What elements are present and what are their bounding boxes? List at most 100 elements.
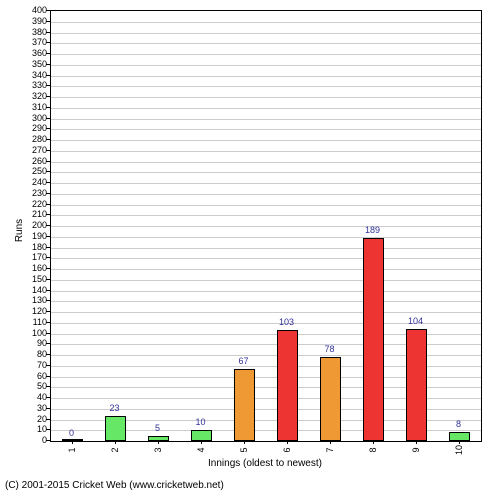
bar xyxy=(234,369,256,441)
gridline xyxy=(51,172,481,173)
y-tick-label: 180 xyxy=(32,242,47,252)
bar xyxy=(191,430,213,441)
y-tick-label: 330 xyxy=(32,80,47,90)
gridline xyxy=(51,119,481,120)
bar xyxy=(277,330,299,441)
bar-value-label: 8 xyxy=(456,419,461,429)
y-tick-label: 280 xyxy=(32,134,47,144)
x-tick-label: 5 xyxy=(239,447,249,452)
bar xyxy=(320,357,342,441)
y-tick-label: 10 xyxy=(37,424,47,434)
y-tick-label: 90 xyxy=(37,338,47,348)
gridline xyxy=(51,76,481,77)
gridline xyxy=(51,280,481,281)
x-tick-label: 4 xyxy=(196,447,206,452)
y-tick-label: 320 xyxy=(32,91,47,101)
y-tick-label: 260 xyxy=(32,156,47,166)
gridline xyxy=(51,258,481,259)
y-tick-label: 370 xyxy=(32,37,47,47)
y-tick-label: 300 xyxy=(32,113,47,123)
bar-value-label: 67 xyxy=(238,356,248,366)
gridline xyxy=(51,194,481,195)
chart-container: Runs Innings (oldest to newest) (C) 2001… xyxy=(0,0,500,500)
y-tick-label: 350 xyxy=(32,59,47,69)
gridline xyxy=(51,97,481,98)
gridline xyxy=(51,140,481,141)
y-tick-label: 50 xyxy=(37,381,47,391)
y-axis-label: Runs xyxy=(14,219,25,242)
y-tick-label: 60 xyxy=(37,371,47,381)
gridline xyxy=(51,269,481,270)
x-tick-label: 10 xyxy=(454,445,464,455)
y-tick-label: 310 xyxy=(32,102,47,112)
bar xyxy=(449,432,471,441)
y-tick-label: 100 xyxy=(32,328,47,338)
x-tick-label: 3 xyxy=(153,447,163,452)
y-tick-label: 40 xyxy=(37,392,47,402)
gridline xyxy=(51,108,481,109)
gridline xyxy=(51,312,481,313)
y-tick-label: 110 xyxy=(33,317,47,327)
bar-value-label: 5 xyxy=(155,423,160,433)
x-tick-label: 7 xyxy=(325,447,335,452)
y-tick-label: 360 xyxy=(32,48,47,58)
gridline xyxy=(51,183,481,184)
gridline xyxy=(51,129,481,130)
bar-value-label: 78 xyxy=(324,344,334,354)
gridline xyxy=(51,86,481,87)
y-tick-label: 240 xyxy=(32,177,47,187)
x-tick-mark xyxy=(416,440,417,444)
y-tick-label: 390 xyxy=(32,16,47,26)
x-tick-label: 8 xyxy=(368,447,378,452)
gridline xyxy=(51,205,481,206)
gridline xyxy=(51,22,481,23)
x-tick-label: 9 xyxy=(411,447,421,452)
y-tick-label: 200 xyxy=(32,220,47,230)
gridline xyxy=(51,43,481,44)
y-tick-label: 250 xyxy=(32,166,47,176)
y-tick-label: 270 xyxy=(32,145,47,155)
x-tick-mark xyxy=(244,440,245,444)
y-tick-label: 80 xyxy=(37,349,47,359)
gridline xyxy=(51,248,481,249)
y-tick-label: 340 xyxy=(32,70,47,80)
y-tick-label: 230 xyxy=(32,188,47,198)
bar-value-label: 23 xyxy=(109,403,119,413)
gridline xyxy=(51,291,481,292)
bar xyxy=(105,416,127,441)
gridline xyxy=(51,65,481,66)
y-tick-label: 150 xyxy=(32,274,47,284)
bar xyxy=(363,238,385,441)
y-tick-label: 140 xyxy=(32,285,47,295)
gridline xyxy=(51,151,481,152)
y-tick-label: 30 xyxy=(37,403,47,413)
plot-area xyxy=(50,10,482,442)
bar-value-label: 0 xyxy=(69,428,74,438)
bar-value-label: 10 xyxy=(195,417,205,427)
x-tick-mark xyxy=(373,440,374,444)
y-tick-label: 400 xyxy=(32,5,47,15)
y-tick-label: 70 xyxy=(37,360,47,370)
gridline xyxy=(51,33,481,34)
x-tick-mark xyxy=(72,440,73,444)
gridline xyxy=(51,237,481,238)
bar-value-label: 104 xyxy=(408,316,423,326)
y-tick-label: 130 xyxy=(32,295,47,305)
y-tick-label: 120 xyxy=(32,306,47,316)
bar-value-label: 103 xyxy=(279,317,294,327)
y-tick-label: 380 xyxy=(32,27,47,37)
x-tick-label: 1 xyxy=(67,447,77,452)
x-tick-mark xyxy=(330,440,331,444)
x-tick-mark xyxy=(115,440,116,444)
gridline xyxy=(51,226,481,227)
y-tick-label: 0 xyxy=(42,435,47,445)
gridline xyxy=(51,215,481,216)
y-tick-label: 290 xyxy=(32,123,47,133)
y-tick-label: 20 xyxy=(37,414,47,424)
bar xyxy=(62,439,84,441)
bar xyxy=(148,436,170,441)
y-tick-label: 210 xyxy=(32,209,47,219)
gridline xyxy=(51,301,481,302)
bar xyxy=(406,329,428,441)
x-axis-label: Innings (oldest to newest) xyxy=(208,458,322,469)
